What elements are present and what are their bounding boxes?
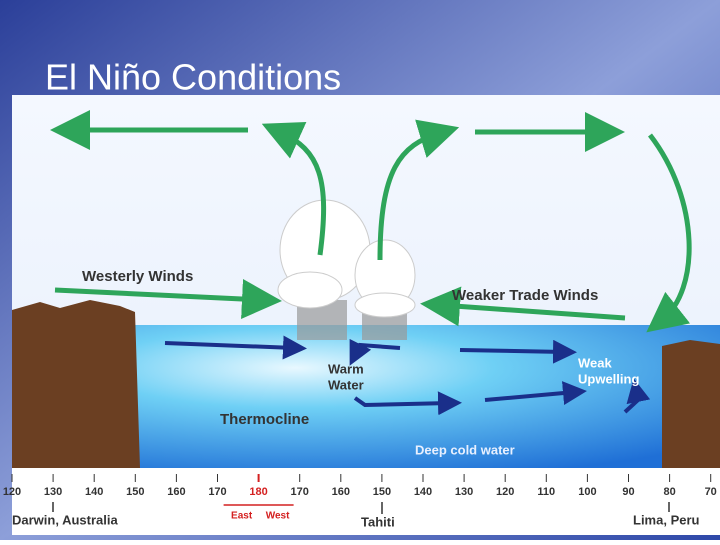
land-east (662, 340, 720, 468)
label: Deep cold water (415, 442, 515, 457)
longitude-label: 170 (208, 486, 226, 498)
longitude-label: 80 (663, 486, 675, 498)
label: Upwelling (578, 371, 639, 386)
longitude-label: 130 (455, 486, 473, 498)
longitude-label: 150 (373, 486, 391, 498)
scale-strip (12, 468, 720, 535)
location: Tahiti (361, 514, 395, 529)
direction-label: West (266, 511, 290, 522)
longitude-label: 120 (496, 486, 514, 498)
current-arrows (164, 335, 651, 416)
label: Warm (328, 361, 364, 376)
longitude-label: 150 (126, 486, 144, 498)
longitude-label: 170 (291, 486, 309, 498)
location: Lima, Peru (633, 512, 700, 527)
longitude-label: 140 (414, 486, 432, 498)
label: Water (328, 377, 364, 392)
label: Weaker Trade Winds (452, 287, 598, 304)
longitude-label: 100 (578, 486, 596, 498)
longitude-label: 130 (44, 486, 62, 498)
longitude-label: 70 (705, 486, 717, 498)
label: Thermocline (220, 411, 309, 428)
longitude-label: 90 (622, 486, 634, 498)
location-pointers (52, 502, 670, 514)
wind-arrows (50, 110, 692, 333)
longitude-scale: 120 130 140 150 160 170 180 170 160 150 140 130 120 1… (3, 474, 717, 522)
direction-label: East (231, 511, 253, 522)
label: Westerly Winds (82, 268, 193, 285)
longitude-label: 110 (537, 486, 555, 498)
location: Darwin, Australia (12, 512, 118, 527)
longitude-label: 180 (249, 486, 267, 498)
land-west (12, 300, 140, 468)
longitude-label: 160 (167, 486, 185, 498)
longitude-label: 140 (85, 486, 103, 498)
title: El Niño Conditions (45, 57, 341, 98)
longitude-label: 160 (332, 486, 350, 498)
longitude-label: 120 (3, 486, 21, 498)
label: Weak (578, 355, 612, 370)
